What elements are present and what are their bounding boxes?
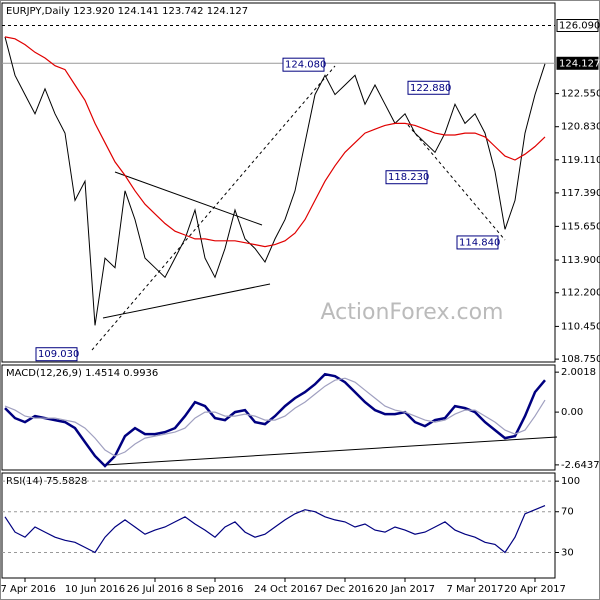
x-tick-label: 7 Mar 2017 bbox=[446, 584, 503, 595]
reference-label: 126.090 bbox=[559, 21, 600, 32]
macd-panel bbox=[1, 364, 556, 471]
panel-frames bbox=[1, 2, 556, 579]
trend-line bbox=[104, 436, 558, 466]
y-tick-label: 110.450 bbox=[561, 321, 600, 332]
trend-line bbox=[91, 65, 336, 351]
x-tick-label: 20 Jan 2017 bbox=[375, 584, 435, 595]
trend-line bbox=[407, 124, 506, 241]
annotation-label: 118.230 bbox=[388, 172, 429, 183]
annotation-label: 124.080 bbox=[285, 60, 326, 71]
annotation-box bbox=[456, 235, 499, 250]
panel-title: MACD(12,26,9) 1.4514 0.9936 bbox=[6, 368, 158, 379]
panel-title: EURJPY,Daily 123.920 124.141 123.742 124… bbox=[6, 6, 248, 17]
y-tick-label: 117.390 bbox=[561, 188, 600, 199]
y-tick-label: 119.110 bbox=[561, 155, 600, 166]
y-tick-label: 115.650 bbox=[561, 221, 600, 232]
annotation-label: 114.840 bbox=[459, 237, 500, 248]
trend-line bbox=[102, 283, 271, 319]
x-tick-label: 20 Apr 2017 bbox=[504, 584, 566, 595]
y-tick-label: 30 bbox=[561, 548, 574, 559]
annotation-box bbox=[282, 57, 325, 72]
y-tick-label: 70 bbox=[561, 507, 574, 518]
y-tick-label: 108.750 bbox=[561, 354, 600, 365]
price-panel bbox=[1, 2, 556, 363]
series-line bbox=[4, 36, 546, 326]
y-tick-label: 122.550 bbox=[561, 89, 600, 100]
rsi-panel bbox=[1, 472, 556, 579]
annotation-box bbox=[407, 80, 450, 95]
watermark: ActionForex.com bbox=[321, 300, 504, 325]
reference-label-box bbox=[556, 56, 599, 70]
y-tick-label: 112.200 bbox=[561, 288, 600, 299]
series-line bbox=[4, 505, 546, 554]
series-line bbox=[4, 36, 546, 248]
annotation-label: 122.880 bbox=[410, 83, 451, 94]
x-tick-label: 24 Oct 2016 bbox=[254, 584, 316, 595]
series-line bbox=[4, 372, 546, 468]
x-tick-label: 7 Dec 2016 bbox=[316, 584, 374, 595]
series-line bbox=[4, 377, 546, 457]
trend-lines bbox=[91, 65, 558, 466]
y-tick-label: 120.830 bbox=[561, 122, 600, 133]
x-tick-label: 26 Jul 2016 bbox=[127, 584, 184, 595]
y-tick-label: 0.00 bbox=[561, 407, 583, 418]
annotation-box bbox=[35, 347, 78, 362]
y-tick-label: -2.6437 bbox=[561, 460, 600, 471]
x-tick-label: 27 Apr 2016 bbox=[0, 584, 56, 595]
reference-label: 124.127 bbox=[559, 58, 600, 69]
reference-label-box bbox=[556, 19, 599, 33]
y-tick-label: 100 bbox=[561, 476, 580, 487]
y-tick-label: 2.0018 bbox=[561, 367, 596, 378]
annotation-label: 109.030 bbox=[38, 349, 79, 360]
annotation-box bbox=[385, 170, 428, 185]
x-tick-label: 8 Sep 2016 bbox=[186, 584, 243, 595]
x-tick-label: 10 Jun 2016 bbox=[65, 584, 125, 595]
y-tick-label: 113.900 bbox=[561, 255, 600, 266]
